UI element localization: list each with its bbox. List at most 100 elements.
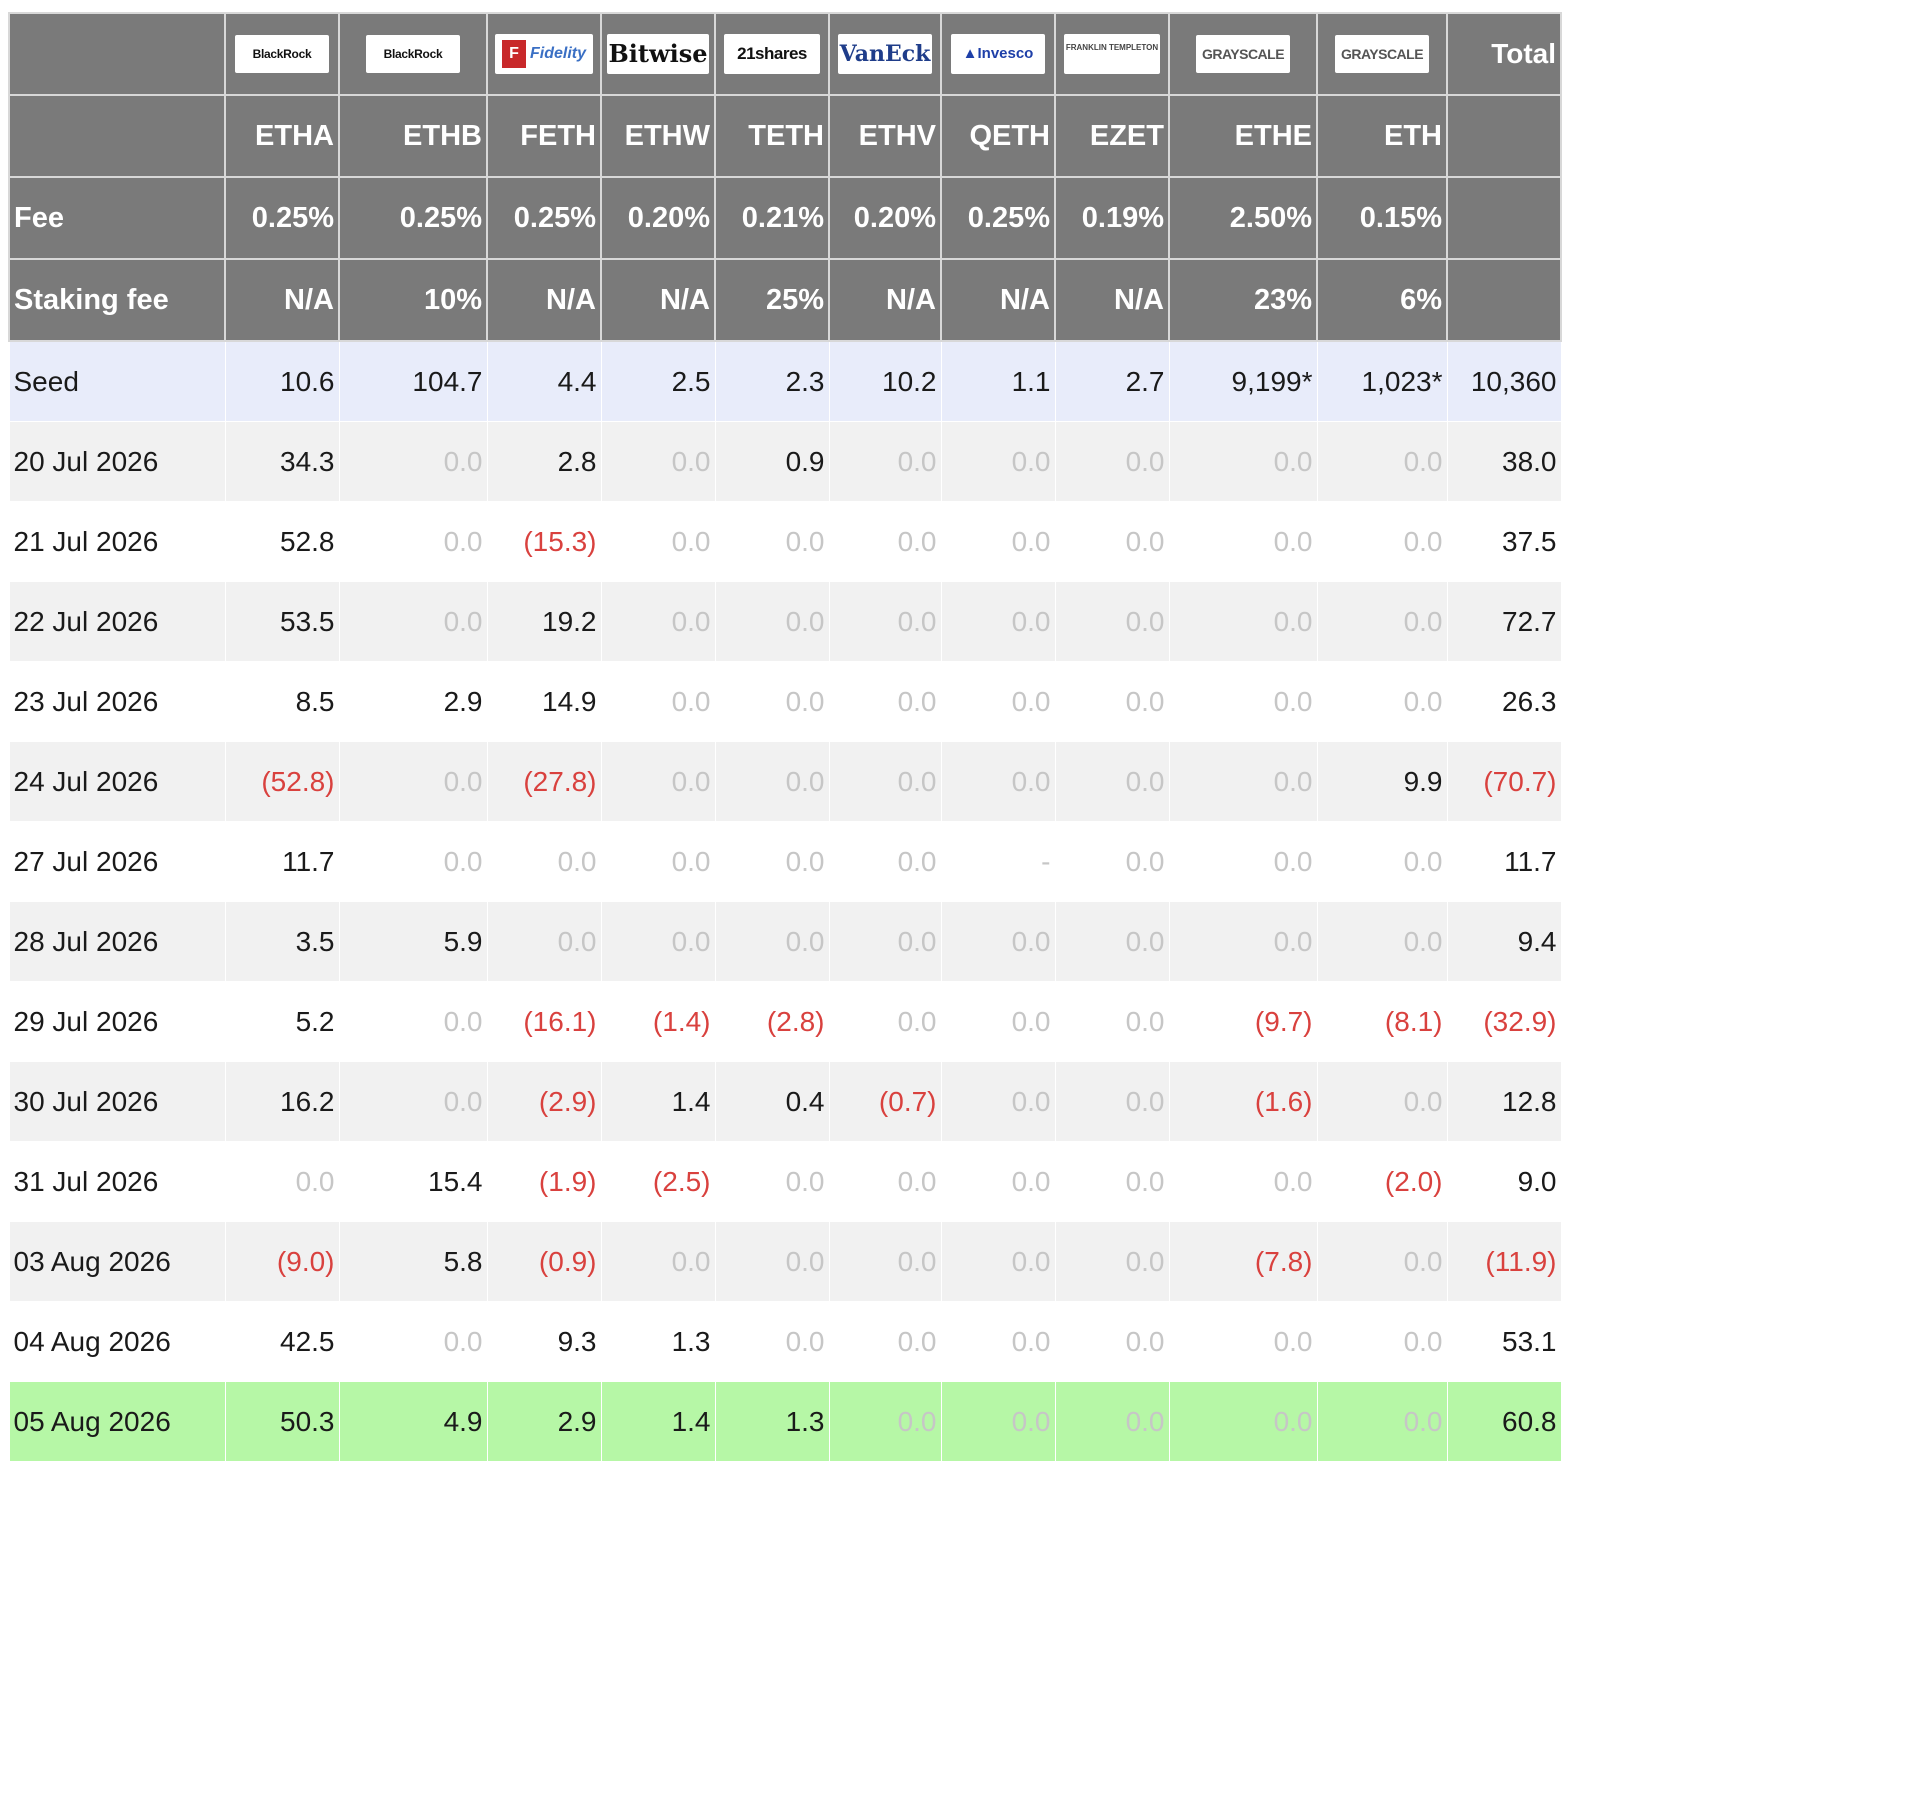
flow-value: (1.6) xyxy=(1168,1061,1318,1142)
flow-value: 0.0 xyxy=(1054,821,1170,902)
flow-value: 0.0 xyxy=(338,821,488,902)
flow-value: 0.0 xyxy=(1168,1381,1318,1462)
flow-value: 2.9 xyxy=(338,661,488,742)
flow-value: (0.9) xyxy=(486,1221,602,1302)
flow-value: 0.0 xyxy=(1168,421,1318,502)
flow-value: 0.0 xyxy=(486,821,602,902)
flow-value: 2.3 xyxy=(714,340,830,422)
table-row: 30 Jul 2026 16.2 0.0 (2.9) 1.4 0.4 (0.7) 0.0 0.0… xyxy=(8,1061,1562,1142)
vaneck-logo-icon: VanEck xyxy=(838,34,932,74)
flow-value: 0.0 xyxy=(828,821,942,902)
flow-value: 0.0 xyxy=(828,1301,942,1382)
row-total: 37.5 xyxy=(1446,501,1562,582)
flow-value: 0.0 xyxy=(714,501,830,582)
flow-value: 0.0 xyxy=(600,421,716,502)
issuer-logo-cell: VanEck xyxy=(828,12,942,96)
flow-value: 1.4 xyxy=(600,1061,716,1142)
flow-value: 1.3 xyxy=(600,1301,716,1382)
flow-value: 0.0 xyxy=(714,1301,830,1382)
blackrock-logo-icon: BlackRock xyxy=(366,35,460,73)
flow-value: 0.0 xyxy=(1316,501,1448,582)
fee-cell: 0.25% xyxy=(224,176,340,260)
flow-value: 9.3 xyxy=(486,1301,602,1382)
staking-fee-cell: 10% xyxy=(338,258,488,342)
flow-value: 0.0 xyxy=(940,741,1056,822)
flow-value: (2.5) xyxy=(600,1141,716,1222)
flow-value: 0.0 xyxy=(1054,981,1170,1062)
row-date: 31 Jul 2026 xyxy=(8,1141,226,1222)
flow-value: 4.9 xyxy=(338,1381,488,1462)
corner-cell xyxy=(8,12,226,96)
flow-value: 0.0 xyxy=(338,1301,488,1382)
table-row: 24 Jul 2026 (52.8) 0.0 (27.8) 0.0 0.0 0.0 0.0 0.… xyxy=(8,741,1562,822)
flow-value: (2.0) xyxy=(1316,1141,1448,1222)
flow-value: 0.0 xyxy=(940,501,1056,582)
row-date: 20 Jul 2026 xyxy=(8,421,226,502)
fee-cell: 0.19% xyxy=(1054,176,1170,260)
flow-value: 0.0 xyxy=(714,581,830,662)
flow-value: 9,199* xyxy=(1168,340,1318,422)
flow-value: 0.0 xyxy=(338,741,488,822)
flow-value: 16.2 xyxy=(224,1061,340,1142)
flow-value: (52.8) xyxy=(224,741,340,822)
row-date: 30 Jul 2026 xyxy=(8,1061,226,1142)
flow-value: 52.8 xyxy=(224,501,340,582)
row-total: (70.7) xyxy=(1446,741,1562,822)
table-row: 28 Jul 2026 3.5 5.9 0.0 0.0 0.0 0.0 0.0 0.0 0.0 0.… xyxy=(8,901,1562,982)
flow-value: 0.0 xyxy=(1316,1221,1448,1302)
row-date: Seed xyxy=(8,340,226,422)
staking-fee-cell: 23% xyxy=(1168,258,1318,342)
flow-value: 0.0 xyxy=(1054,901,1170,982)
invesco-logo-icon: ▲Invesco xyxy=(951,34,1045,74)
flow-value: 0.0 xyxy=(714,1141,830,1222)
fee-cell: 0.15% xyxy=(1316,176,1448,260)
flow-value: 0.0 xyxy=(1054,1221,1170,1302)
flow-value: 0.0 xyxy=(486,901,602,982)
flow-value: 0.0 xyxy=(1168,501,1318,582)
flow-value: 14.9 xyxy=(486,661,602,742)
flow-value: 8.5 xyxy=(224,661,340,742)
grayscale-logo-icon: GRAYSCALE xyxy=(1196,35,1290,73)
flow-value: (9.0) xyxy=(224,1221,340,1302)
flow-value: 0.0 xyxy=(338,501,488,582)
flow-value: 0.0 xyxy=(1168,661,1318,742)
flow-value: 0.0 xyxy=(1168,581,1318,662)
flow-value: 11.7 xyxy=(224,821,340,902)
flow-value: 0.0 xyxy=(1168,1141,1318,1222)
flow-value: 0.0 xyxy=(600,1221,716,1302)
flow-value: 0.0 xyxy=(1168,1301,1318,1382)
flow-value: 0.0 xyxy=(338,1061,488,1142)
flow-value: 0.0 xyxy=(1316,821,1448,902)
flow-value: 0.0 xyxy=(600,821,716,902)
flow-value: 0.0 xyxy=(1054,1301,1170,1382)
table-row: 21 Jul 2026 52.8 0.0 (15.3) 0.0 0.0 0.0 0.0 0.0 0… xyxy=(8,501,1562,582)
issuer-logo-cell: BlackRock xyxy=(338,12,488,96)
ticker-cell: ETHV xyxy=(828,94,942,178)
staking-fee-cell: N/A xyxy=(486,258,602,342)
flow-value: (1.9) xyxy=(486,1141,602,1222)
flow-value: (2.9) xyxy=(486,1061,602,1142)
ticker-cell: ETH xyxy=(1316,94,1448,178)
flow-value: 0.0 xyxy=(828,1381,942,1462)
ticker-label-cell xyxy=(8,94,226,178)
flow-value: 0.0 xyxy=(1054,661,1170,742)
flow-value: 2.8 xyxy=(486,421,602,502)
flow-value: 0.0 xyxy=(940,981,1056,1062)
staking-fee-cell: N/A xyxy=(1054,258,1170,342)
issuer-logo-cell: Bitwise xyxy=(600,12,716,96)
row-date: 23 Jul 2026 xyxy=(8,661,226,742)
flow-value: 50.3 xyxy=(224,1381,340,1462)
flow-value: 42.5 xyxy=(224,1301,340,1382)
flow-value: (27.8) xyxy=(486,741,602,822)
issuer-logo-cell: FRANKLIN TEMPLETON xyxy=(1054,12,1170,96)
flow-value: 0.9 xyxy=(714,421,830,502)
flow-value: 34.3 xyxy=(224,421,340,502)
flow-value: 10.6 xyxy=(224,340,340,422)
issuer-logo-cell: GRAYSCALE xyxy=(1316,12,1448,96)
flow-value: 0.0 xyxy=(1316,661,1448,742)
flow-value: 9.9 xyxy=(1316,741,1448,822)
flow-value: 0.0 xyxy=(1168,901,1318,982)
flow-value: 0.0 xyxy=(828,661,942,742)
row-total: 9.0 xyxy=(1446,1141,1562,1222)
flow-value: 0.0 xyxy=(600,501,716,582)
